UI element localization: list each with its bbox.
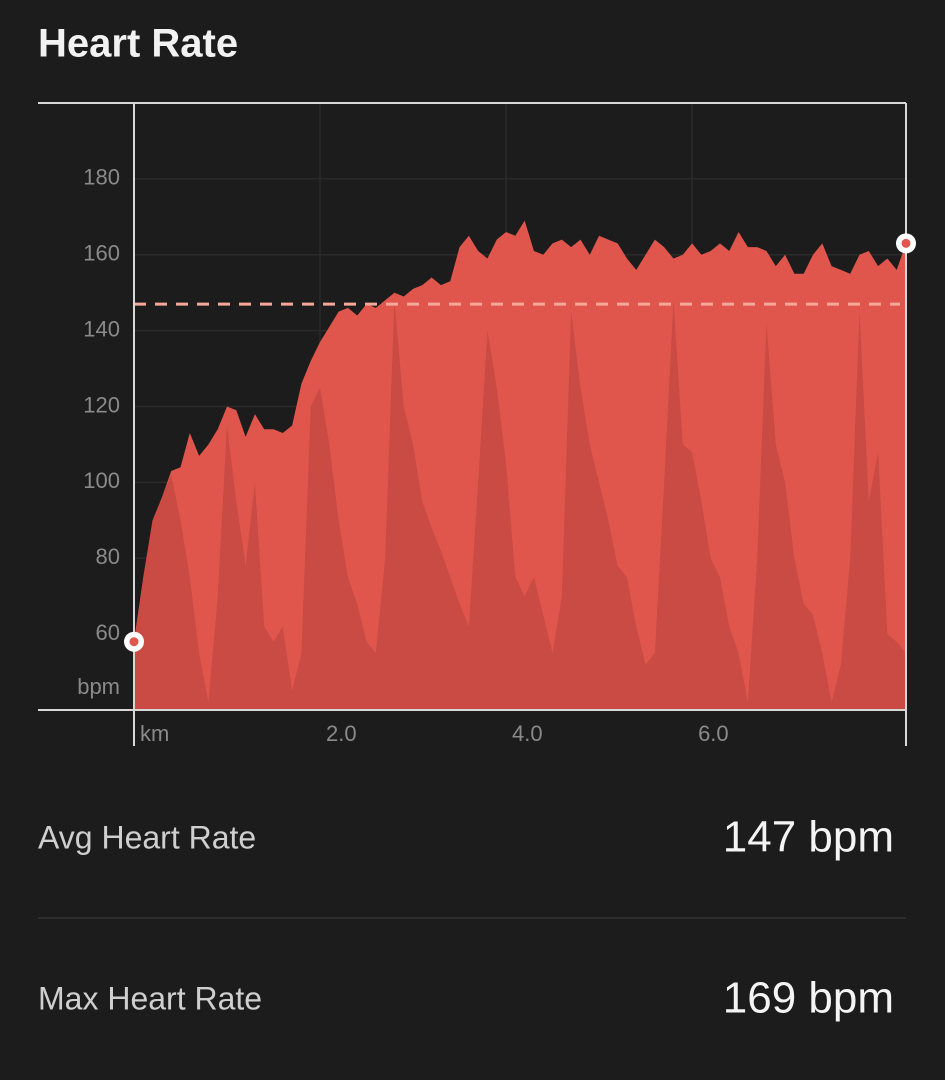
title: Heart Rate xyxy=(38,22,238,66)
y-tick-label: 100 xyxy=(83,468,120,493)
stat-value: 147 bpm xyxy=(723,813,894,862)
y-tick-label: 140 xyxy=(83,316,120,341)
x-tick-label: 6.0 xyxy=(698,721,729,746)
y-tick-label: 160 xyxy=(83,241,120,266)
x-unit-label: km xyxy=(140,721,169,746)
y-tick-label: 60 xyxy=(96,620,120,645)
x-tick-label: 2.0 xyxy=(326,721,357,746)
marker-inner xyxy=(901,238,911,248)
endpoint-marker xyxy=(124,631,144,652)
y-tick-label: 180 xyxy=(83,165,120,190)
x-tick-label: 4.0 xyxy=(512,721,543,746)
stat-label: Avg Heart Rate xyxy=(38,819,256,855)
y-unit-label: bpm xyxy=(77,674,120,699)
stat-value: 169 bpm xyxy=(723,974,894,1023)
y-tick-label: 80 xyxy=(96,544,120,569)
stat-label: Max Heart Rate xyxy=(38,980,262,1016)
marker-inner xyxy=(129,637,139,647)
endpoint-marker xyxy=(896,233,916,254)
area xyxy=(134,300,906,710)
y-tick-label: 120 xyxy=(83,392,120,417)
